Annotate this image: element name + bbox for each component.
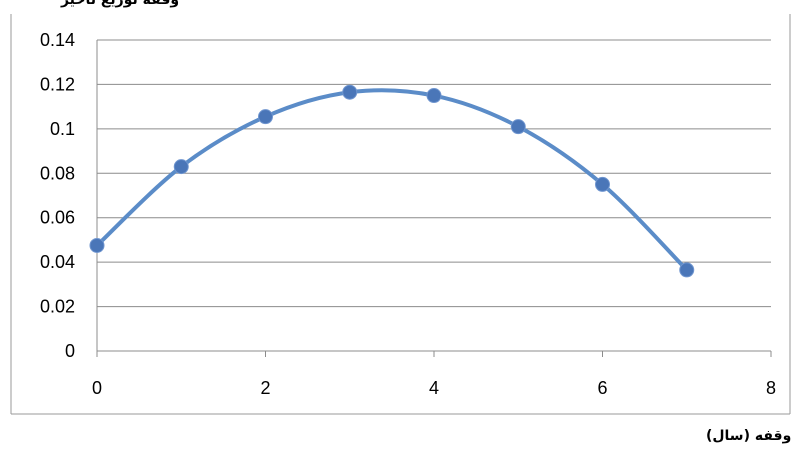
- y-tick-label: 0: [65, 341, 75, 361]
- y-tick-label: 0.12: [40, 74, 75, 94]
- data-point-3: [342, 84, 358, 100]
- data-point-6: [595, 176, 610, 192]
- data-point-1: [173, 159, 189, 175]
- y-tick-label: 0.06: [40, 208, 75, 228]
- y-tick-label: 0.02: [40, 297, 75, 317]
- x-tick-label: 4: [429, 378, 439, 398]
- x-tick-labels: 0 2 4 6 8: [92, 378, 776, 398]
- data-point-4: [426, 88, 442, 104]
- x-tick-label: 6: [597, 378, 607, 398]
- y-tick-label: 0.04: [40, 252, 75, 272]
- gridlines: [97, 39, 771, 308]
- x-axis-label: وقفه (سال): [706, 428, 791, 444]
- x-tick-label: 8: [766, 378, 776, 398]
- series: [89, 84, 695, 278]
- y-tick-label: 0.14: [40, 30, 75, 50]
- data-point-7: [679, 262, 695, 278]
- data-point-5: [510, 119, 526, 135]
- axes: [96, 40, 772, 357]
- top-clipped-title: وقفه توزیع تاخیر: [60, 0, 179, 8]
- y-tick-label: 0.08: [40, 163, 75, 183]
- y-tick-labels: 0 0.02 0.04 0.06 0.08 0.1 0.12 0.14: [40, 30, 75, 361]
- x-tick-label: 2: [260, 378, 270, 398]
- data-point-2: [258, 109, 273, 125]
- data-point-0: [89, 237, 105, 253]
- x-tick-label: 0: [92, 378, 102, 398]
- y-tick-label: 0.1: [50, 119, 75, 139]
